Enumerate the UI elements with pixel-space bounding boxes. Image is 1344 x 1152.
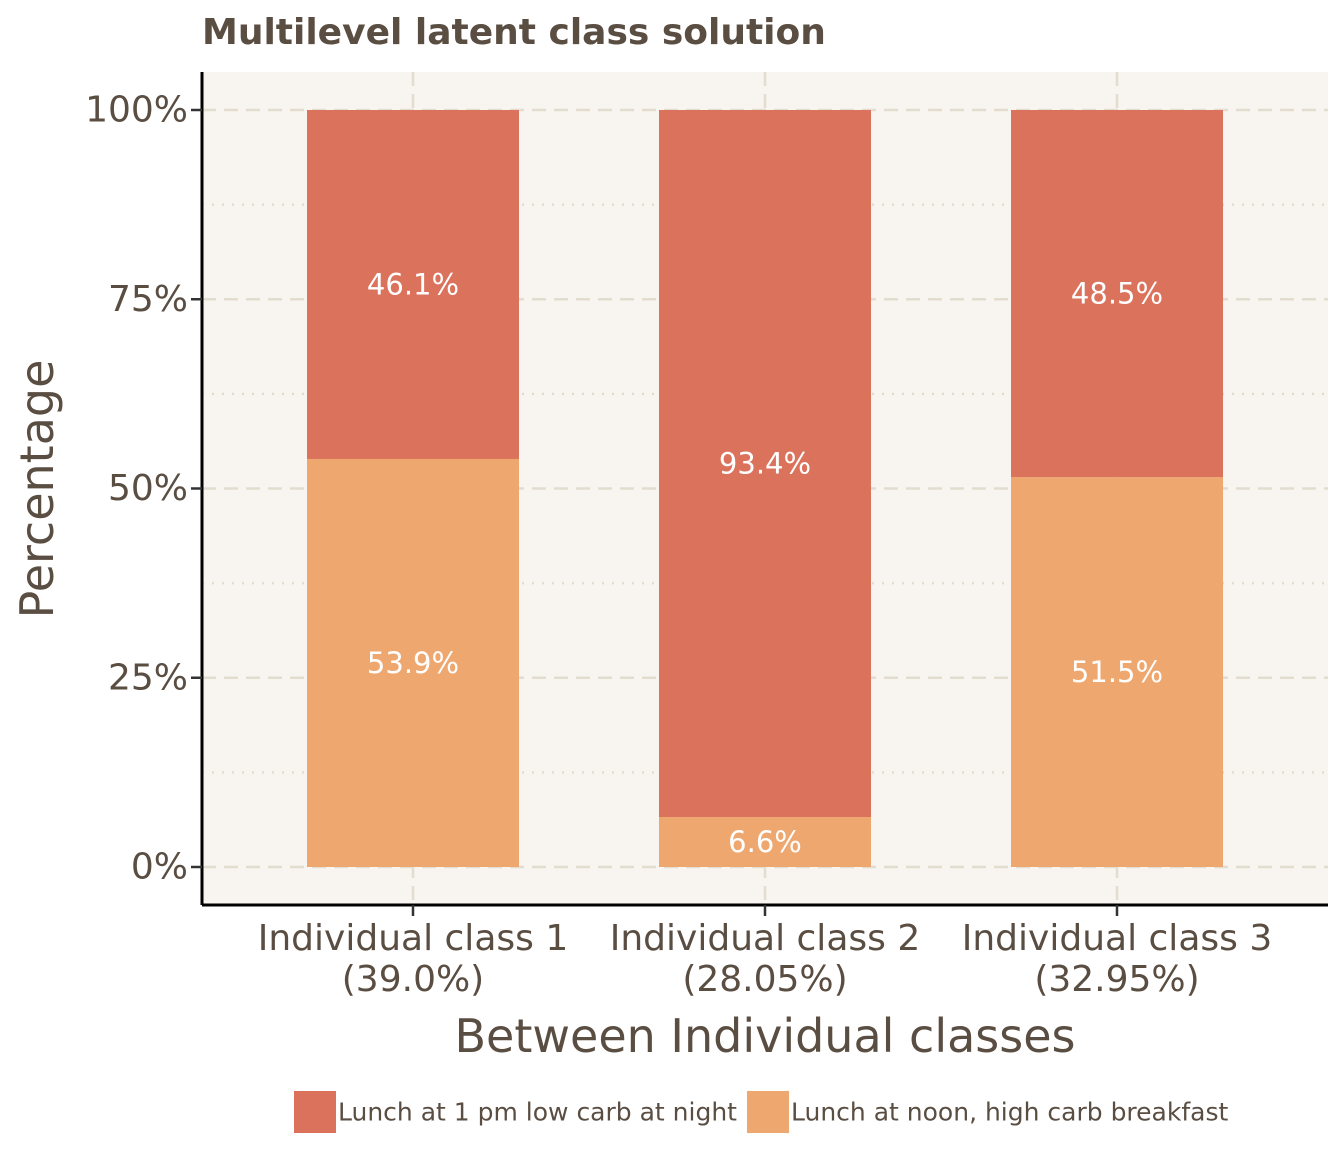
- legend-swatch: [747, 1091, 789, 1133]
- y-tick-label: 25%: [108, 657, 188, 698]
- y-tick-label: 50%: [108, 468, 188, 509]
- bar-segment: [1011, 110, 1223, 478]
- y-tick-label: 75%: [108, 279, 188, 320]
- bar-data-label: 6.6%: [728, 825, 802, 859]
- bar-labels: 53.9% 46.1% 6.6% 93.4% 51.5% 48.5%: [367, 267, 1163, 859]
- x-tick-label: Individual class 3: [962, 918, 1272, 959]
- legend: Lunch at 1 pm low carb at night Lunch at …: [294, 1091, 1228, 1133]
- legend-label: Lunch at 1 pm low carb at night: [338, 1098, 737, 1127]
- bar-data-label: 51.5%: [1071, 655, 1163, 689]
- chart-title: Multilevel latent class solution: [202, 12, 826, 53]
- bar-data-label: 46.1%: [367, 267, 459, 301]
- bar-segment: [659, 817, 871, 867]
- x-axis-title: Between Individual classes: [455, 1009, 1076, 1063]
- legend-label: Lunch at noon, high carb breakfast: [791, 1098, 1228, 1127]
- legend-swatch: [294, 1091, 336, 1133]
- bar-data-label: 53.9%: [367, 646, 459, 680]
- bar-segment: [1011, 477, 1223, 867]
- bars: [307, 110, 1223, 867]
- x-tick-label: (28.05%): [682, 959, 847, 1000]
- bar-segment: [307, 458, 519, 867]
- bar-segment: [659, 110, 871, 818]
- x-tick-label: (39.0%): [342, 959, 484, 1000]
- x-tick-label: Individual class 2: [610, 918, 920, 959]
- x-tick-label: Individual class 1: [258, 918, 568, 959]
- bar-data-label: 48.5%: [1071, 277, 1163, 311]
- x-tick-label: (32.95%): [1034, 959, 1199, 1000]
- y-axis-ticks: 0% 25% 50% 75% 100%: [85, 90, 202, 888]
- y-tick-label: 0%: [131, 847, 188, 888]
- bar-data-label: 93.4%: [719, 447, 811, 481]
- bar-segment: [307, 110, 519, 459]
- y-axis-title: Percentage: [10, 360, 64, 619]
- x-axis-ticks: Individual class 1(39.0%) Individual clas…: [258, 905, 1272, 1000]
- y-tick-label: 100%: [85, 90, 188, 131]
